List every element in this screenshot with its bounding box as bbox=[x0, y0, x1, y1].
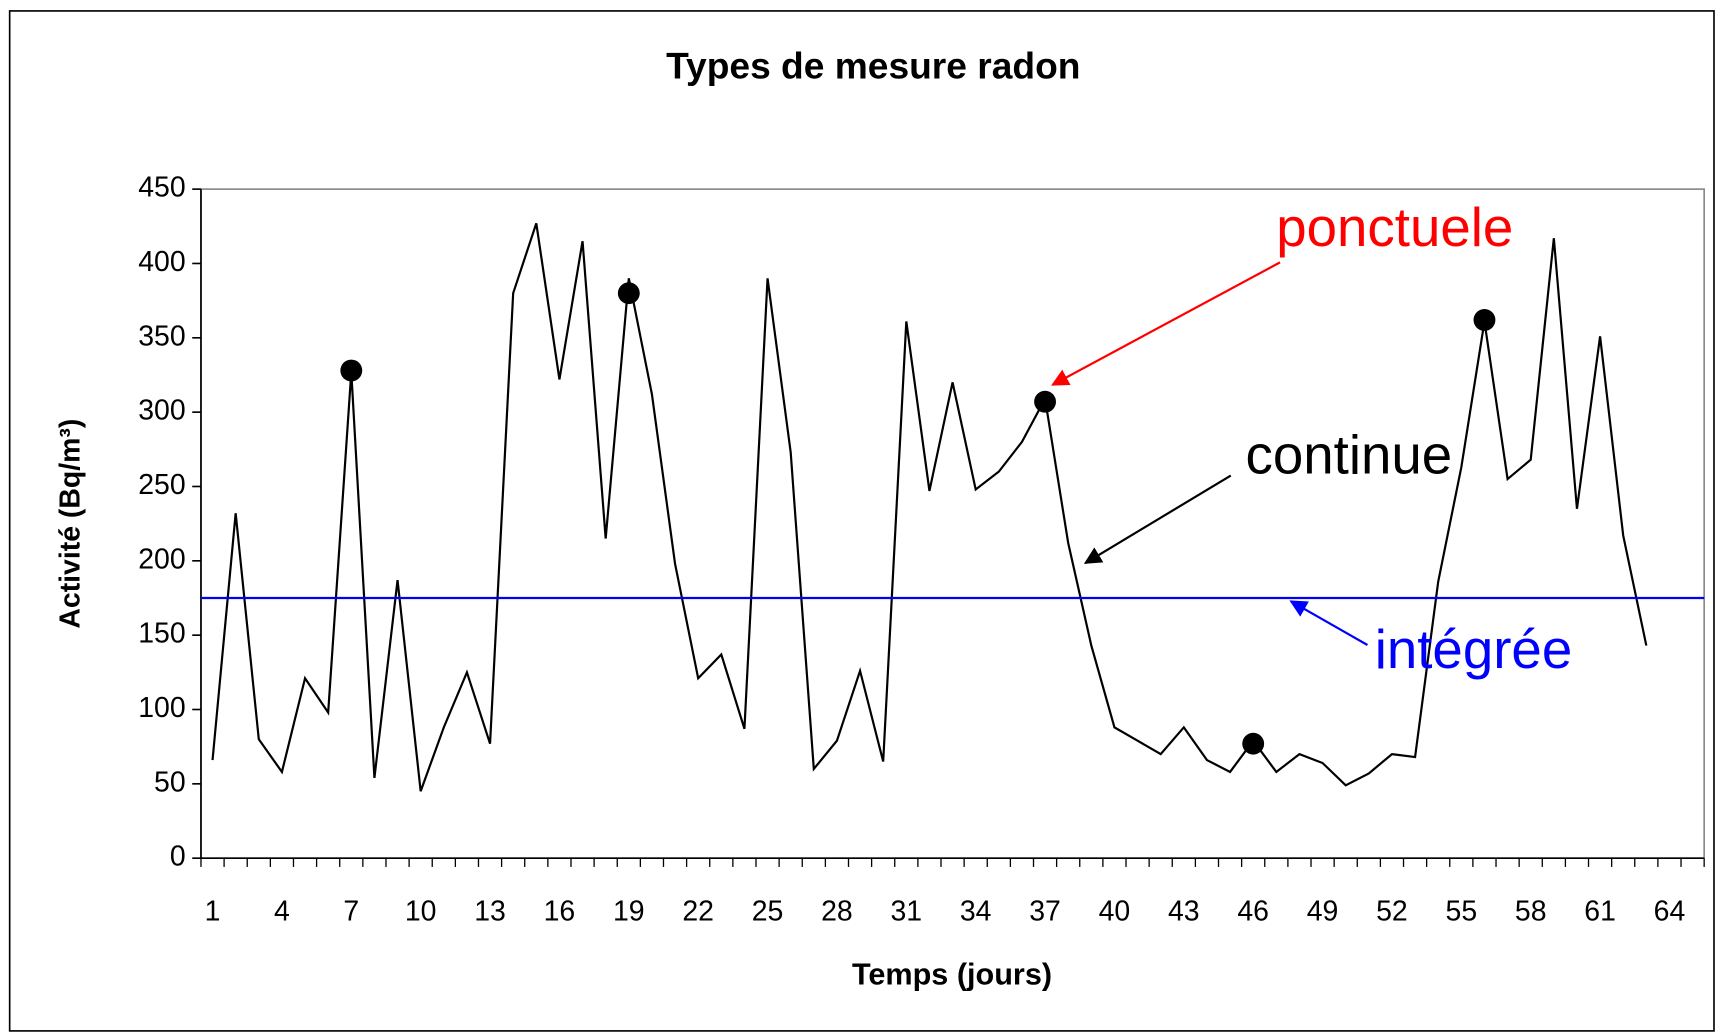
data-point bbox=[1242, 732, 1265, 755]
x-tick-label: 49 bbox=[1307, 895, 1339, 927]
y-tick-label: 50 bbox=[154, 766, 186, 798]
x-tick-label: 37 bbox=[1029, 895, 1061, 927]
x-tick-label: 64 bbox=[1654, 895, 1686, 927]
y-tick-label: 100 bbox=[138, 692, 185, 724]
y-tick-label: 300 bbox=[138, 395, 185, 427]
x-tick-label: 34 bbox=[960, 895, 992, 927]
x-tick-label: 43 bbox=[1168, 895, 1200, 927]
x-tick-label: 40 bbox=[1099, 895, 1131, 927]
x-tick-label: 31 bbox=[891, 895, 923, 927]
x-tick-label: 22 bbox=[682, 895, 714, 927]
annotation: ponctuele bbox=[1276, 197, 1513, 258]
x-tick-label: 10 bbox=[405, 895, 437, 927]
x-tick-label: 16 bbox=[544, 895, 576, 927]
x-tick-label: 25 bbox=[752, 895, 784, 927]
annotation-arrow bbox=[1083, 474, 1232, 564]
data-point bbox=[340, 359, 363, 382]
data-point bbox=[617, 282, 640, 305]
y-tick-label: 150 bbox=[138, 618, 185, 650]
x-tick-label: 19 bbox=[613, 895, 645, 927]
annotation-arrow bbox=[1289, 600, 1368, 646]
y-tick-label: 350 bbox=[138, 320, 185, 352]
y-tick-label: 400 bbox=[138, 246, 185, 278]
annotation: intégrée bbox=[1375, 619, 1573, 680]
x-tick-label: 13 bbox=[474, 895, 506, 927]
annotation-arrow bbox=[1051, 261, 1281, 386]
x-tick-label: 61 bbox=[1584, 895, 1616, 927]
chart-title: Types de mesure radon bbox=[666, 45, 1080, 87]
x-tick-label: 1 bbox=[205, 895, 221, 927]
x-tick-label: 28 bbox=[821, 895, 853, 927]
x-tick-label: 58 bbox=[1515, 895, 1547, 927]
x-tick-label: 46 bbox=[1237, 895, 1269, 927]
x-tick-label: 4 bbox=[274, 895, 290, 927]
chart-frame bbox=[8, 10, 1715, 1032]
y-tick-label: 0 bbox=[170, 841, 186, 873]
x-axis-title: Temps (jours) bbox=[852, 957, 1052, 991]
data-line bbox=[211, 222, 1648, 792]
x-tick-label: 52 bbox=[1376, 895, 1408, 927]
x-tick-label: 55 bbox=[1446, 895, 1478, 927]
y-axis-title: Activité (Bq/m³) bbox=[54, 419, 86, 629]
y-tick-label: 250 bbox=[138, 469, 185, 501]
y-tick-label: 200 bbox=[138, 543, 185, 575]
x-tick-label: 7 bbox=[343, 895, 359, 927]
y-tick-label: 450 bbox=[138, 172, 185, 204]
annotation: continue bbox=[1246, 425, 1453, 486]
data-point bbox=[1473, 309, 1496, 331]
data-point bbox=[1034, 390, 1056, 413]
